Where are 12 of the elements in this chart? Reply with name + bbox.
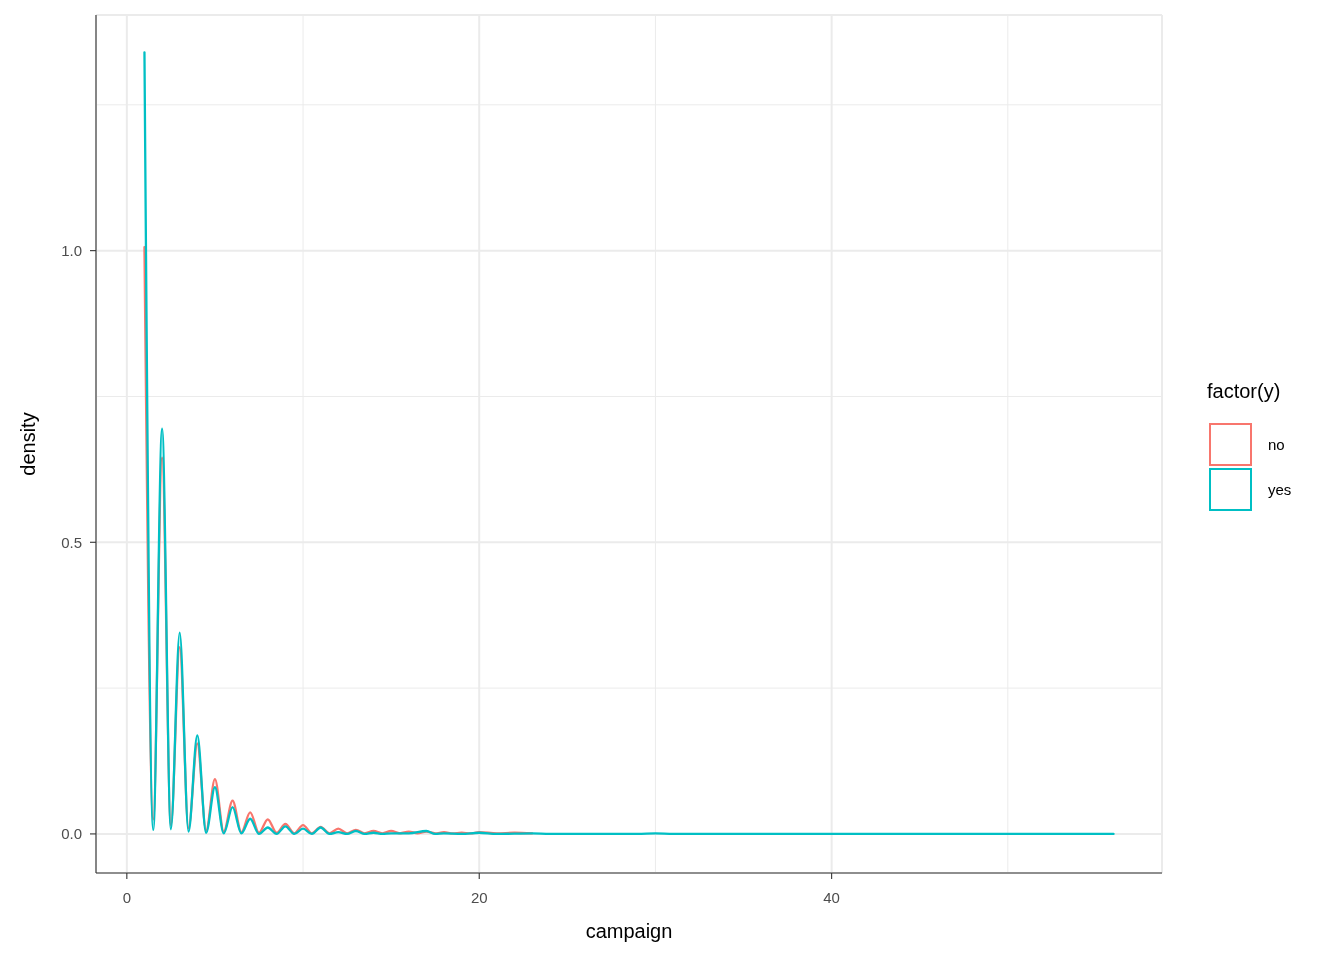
x-tick-label: 40 [823,889,840,906]
y-axis-title: density [17,412,39,476]
legend-title: factor(y) [1207,379,1282,403]
y-tick-label: 0.0 [61,825,82,843]
x-tick-label: 20 [470,889,488,906]
y-tick-label: 1.0 [61,242,82,260]
line-series [143,51,1115,836]
x-tick-label: 0 [122,889,132,906]
text: yes [1268,481,1292,498]
text: no [1268,436,1285,453]
y-tick-label: 0.5 [61,533,82,551]
x-axis-title: campaign [585,920,673,942]
